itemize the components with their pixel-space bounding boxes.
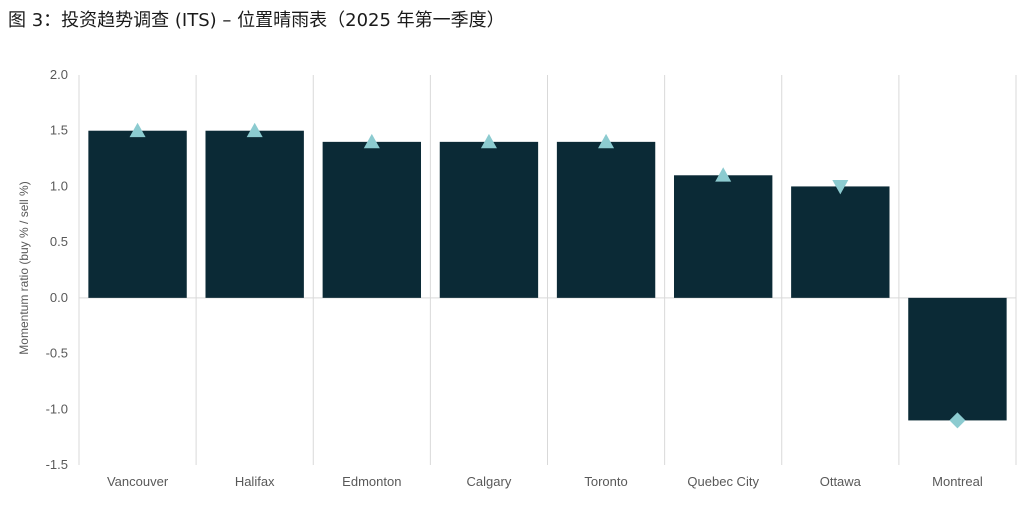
grid-lines	[78, 75, 1017, 465]
bar	[673, 175, 773, 298]
x-tick-label: Toronto	[584, 474, 627, 489]
x-tick-label: Edmonton	[342, 474, 401, 489]
y-tick-label: -1.5	[46, 457, 68, 472]
bar	[439, 141, 539, 298]
marker-triangle-up	[715, 167, 732, 182]
bar	[322, 141, 422, 298]
marker-diamond	[949, 412, 966, 429]
marker-triangle-up	[246, 122, 263, 138]
y-tick-label: 2.0	[50, 67, 68, 82]
y-axis-ticks: -1.5 -1.0 -0.5 0.0 0.5 1.0 1.5 2.0	[46, 67, 68, 472]
bar	[556, 141, 656, 298]
bars	[88, 130, 1007, 421]
y-axis-label: Momentum ratio (buy % / sell %)	[17, 181, 31, 354]
x-axis-ticks: Vancouver Halifax Edmonton Calgary Toronto Qu…	[107, 474, 983, 489]
x-tick-label: Quebec City	[687, 474, 759, 489]
bar	[205, 130, 304, 298]
marker-triangle-up	[129, 122, 146, 138]
markers	[129, 122, 966, 429]
x-tick-label: Montreal	[932, 474, 983, 489]
bar	[908, 297, 1007, 421]
marker-triangle-up	[598, 133, 615, 149]
y-tick-label: 1.0	[50, 178, 68, 193]
marker-triangle-down	[832, 180, 849, 195]
x-tick-label: Vancouver	[107, 474, 169, 489]
bar	[791, 186, 890, 298]
x-tick-label: Halifax	[235, 474, 275, 489]
marker-triangle-up	[480, 133, 497, 149]
y-tick-label: 0.5	[50, 234, 68, 249]
y-tick-label: 1.5	[50, 123, 68, 138]
y-tick-label: -0.5	[46, 346, 68, 361]
chart-title: 图 3：投资趋势调查 (ITS) – 位置晴雨表（2025 年第一季度）	[8, 10, 505, 31]
y-tick-label: -1.0	[46, 401, 68, 416]
x-tick-label: Calgary	[467, 474, 512, 489]
bar	[88, 130, 187, 298]
y-tick-label: 0.0	[50, 290, 68, 305]
x-tick-label: Ottawa	[820, 474, 862, 489]
marker-triangle-up	[363, 133, 380, 149]
